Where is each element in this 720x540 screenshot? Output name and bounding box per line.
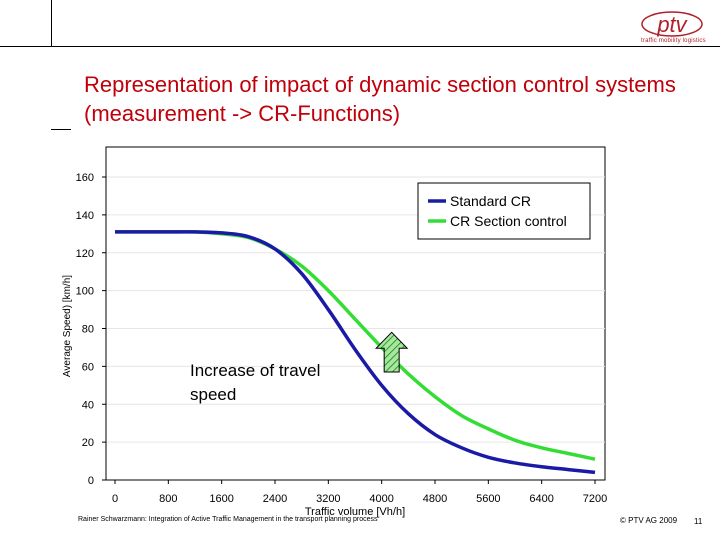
x-tick-label: 1600 (209, 493, 233, 505)
series-line (115, 230, 596, 461)
x-tick-label: 4000 (369, 493, 393, 505)
y-tick-label: 0 (88, 475, 94, 487)
y-tick-label: 60 (82, 361, 94, 373)
series-lines (115, 230, 596, 475)
y-tick-label: 80 (82, 324, 94, 336)
title-rule (51, 129, 71, 130)
series-line (115, 230, 596, 475)
header-divider-vertical (51, 0, 52, 46)
increase-arrow (374, 331, 409, 373)
y-tick-label: 20 (82, 437, 94, 449)
legend-box (417, 182, 591, 240)
axes (102, 147, 605, 484)
x-tick-label: 800 (159, 493, 177, 505)
logo-text: ptv (656, 12, 688, 37)
header-divider-horizontal (0, 46, 720, 47)
y-tick-label: 40 (82, 399, 94, 411)
footer-author: Rainer Schwarzmann: Integration of Activ… (78, 516, 378, 523)
y-tick-label: 140 (76, 210, 94, 222)
x-tick-label: 5600 (476, 493, 500, 505)
logo-tagline: traffic mobility logistics (641, 38, 706, 44)
x-tick-label: 6400 (529, 493, 553, 505)
y-tick-label: 120 (76, 248, 94, 260)
y-tick-label: 160 (76, 172, 94, 184)
footer-copyright: © PTV AG 2009 (620, 516, 678, 525)
annotation-text: Increase of travel speed (190, 361, 320, 404)
y-axis-title: Average Speed) [km/h] (62, 275, 73, 377)
page-number: 11 (694, 517, 703, 526)
x-tick-label: 7200 (583, 493, 607, 505)
x-tick-label: 4800 (423, 493, 447, 505)
ptv-logo: ptv (641, 11, 703, 37)
x-tick-label: 0 (112, 493, 118, 505)
legend-label: Standard CR (450, 193, 531, 209)
legend: Standard CR CR Section control (417, 182, 591, 240)
y-tick-label: 100 (76, 286, 94, 298)
x-tick-label: 3200 (316, 493, 340, 505)
slide-title: Representation of impact of dynamic sect… (84, 72, 676, 126)
x-axis-title: Traffic volume [Vh/h] (305, 506, 405, 518)
annotation: Increase of travel speed (190, 331, 409, 404)
x-tick-label: 2400 (263, 493, 287, 505)
legend-label: CR Section control (450, 213, 567, 229)
